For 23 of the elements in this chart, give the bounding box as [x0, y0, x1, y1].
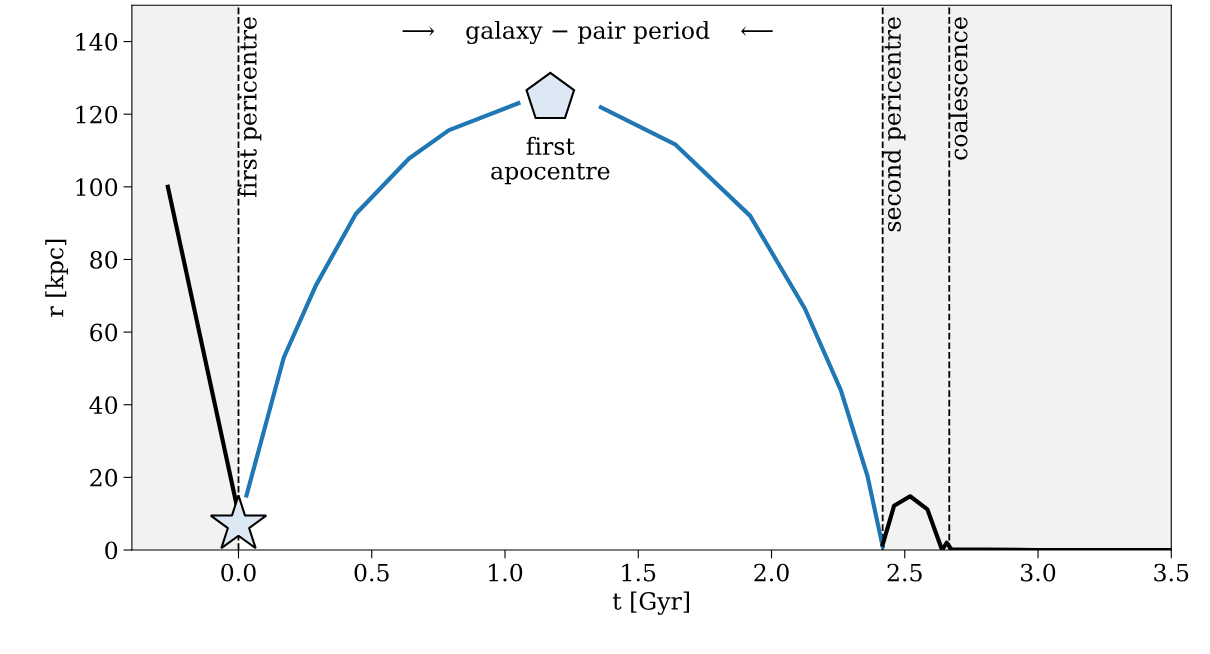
x-tick-label: 0.0 — [221, 563, 256, 582]
y-tick-label: 60 — [90, 323, 118, 342]
x-tick-label: 3.0 — [1021, 563, 1056, 582]
y-tick-label: 140 — [76, 33, 118, 51]
y-tick-label: 80 — [90, 250, 118, 269]
ref-line-label: coalescence — [949, 17, 968, 160]
y-tick-label: 120 — [76, 105, 118, 124]
x-tick-label: 3.5 — [1154, 563, 1189, 582]
x-tick-label: 2.0 — [754, 563, 789, 582]
x-tick-label: 0.5 — [354, 563, 389, 582]
y-tick-label: 20 — [90, 468, 118, 487]
annotation: ⟶ galaxy − pair period ⟵ — [402, 20, 773, 45]
x-tick-label: 2.5 — [887, 563, 922, 582]
x-tick-label: 1.5 — [622, 563, 656, 582]
y-axis-title: r [kpc] — [45, 239, 69, 317]
x-tick-label: 1.0 — [489, 563, 523, 582]
y-tick-label: 0 — [105, 541, 118, 560]
y-tick-label: 100 — [76, 178, 118, 197]
x-axis-title: t [Gyr] — [612, 591, 690, 615]
ref-line-label: first pericentre — [238, 17, 262, 198]
ref-line-label: second pericentre — [882, 17, 906, 232]
y-tick-label: 40 — [89, 396, 118, 415]
annotation: first apocentre — [491, 136, 610, 185]
